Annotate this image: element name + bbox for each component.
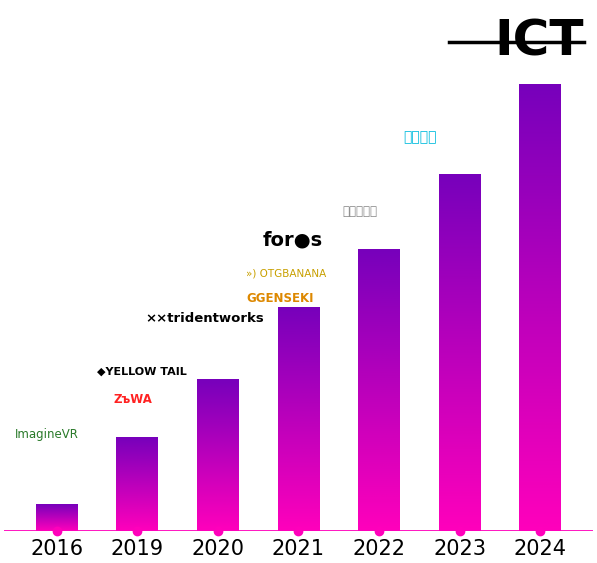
Text: GGENSEKI: GGENSEKI [246,292,313,305]
Text: ◆YELLOW TAIL: ◆YELLOW TAIL [97,367,187,377]
Text: ImagineVR: ImagineVR [15,428,79,441]
Text: 非公開案件: 非公開案件 [343,205,378,218]
Text: あおぎり: あおぎり [404,131,437,145]
Text: for●s: for●s [262,230,322,249]
Text: ICT: ICT [494,17,584,65]
Text: ××tridentworks: ××tridentworks [145,312,264,325]
Text: ZъWA: ZъWA [113,392,152,405]
Text: ») OTGBANANA: ») OTGBANANA [246,269,327,279]
